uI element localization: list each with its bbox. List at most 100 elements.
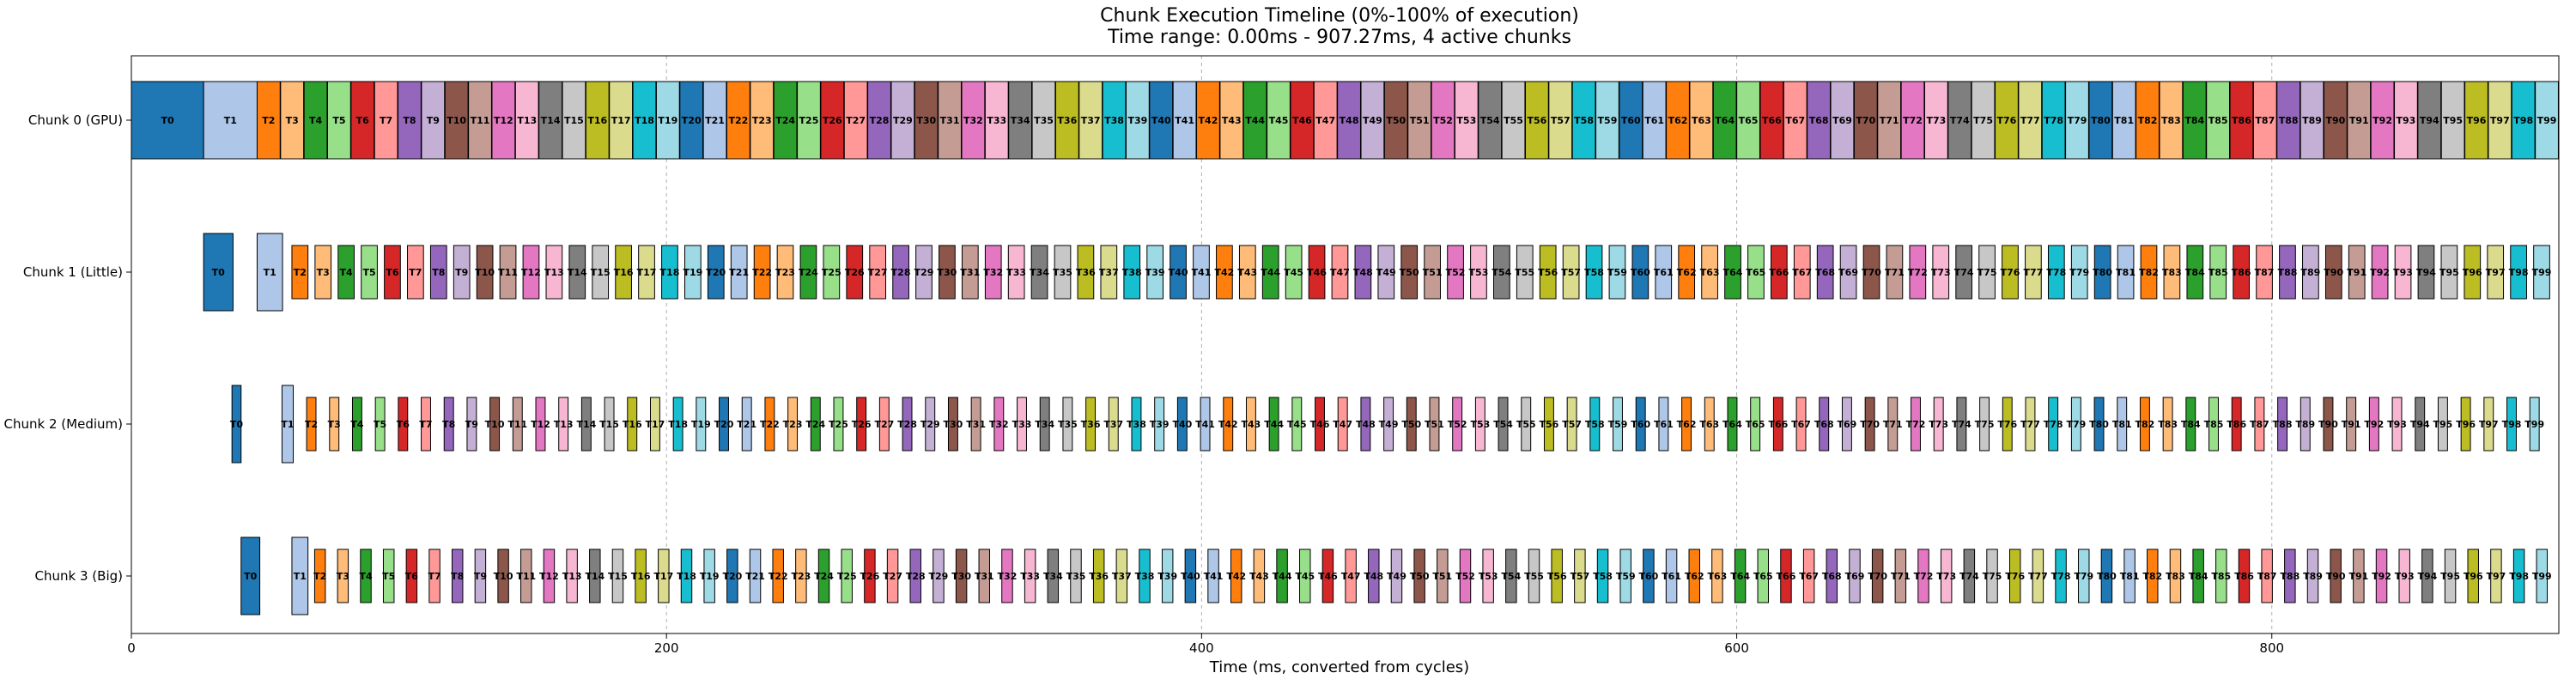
task-bar (1589, 397, 1601, 452)
task-label: T66 (1768, 419, 1788, 430)
task-bar (661, 245, 678, 300)
task-bar (314, 245, 332, 300)
task-label: T73 (1929, 419, 1948, 430)
task-bar (2008, 549, 2021, 603)
task-bar (1678, 245, 1696, 300)
task-bar (947, 397, 958, 452)
task-label: T55 (1516, 419, 1536, 430)
task-label: T46 (1292, 115, 1312, 126)
task-label: T69 (1838, 419, 1857, 430)
task-label: T31 (975, 571, 994, 582)
task-label: T40 (1151, 115, 1171, 126)
task-bar (1315, 397, 1325, 452)
task-label: T84 (2181, 419, 2201, 430)
task-bar (476, 245, 494, 300)
task-label: T38 (1127, 419, 1146, 430)
task-bar (543, 549, 556, 603)
task-bar (1772, 397, 1783, 452)
task-label: T77 (2024, 267, 2044, 278)
task-bar (993, 397, 1005, 452)
task-label: T27 (883, 571, 902, 582)
task-label: T2 (262, 115, 275, 126)
task-label: T71 (1891, 571, 1911, 582)
task-bar (1853, 81, 1878, 160)
task-label: T12 (494, 115, 513, 126)
task-bar (1955, 245, 1973, 300)
task-bar (489, 397, 501, 452)
task-bar (1062, 397, 1073, 452)
task-label: T6 (397, 419, 410, 430)
task-label: T23 (775, 267, 795, 278)
task-bar (984, 245, 1002, 300)
task-label: T20 (706, 267, 726, 278)
task-label: T30 (938, 267, 957, 278)
task-bar (730, 245, 748, 300)
task-label: T23 (791, 571, 811, 582)
task-label: T15 (608, 571, 628, 582)
task-label: T95 (2443, 115, 2463, 126)
task-label: T17 (653, 571, 673, 582)
task-label: T63 (1699, 419, 1719, 430)
task-label: T65 (1753, 571, 1773, 582)
task-label: T1 (224, 115, 237, 126)
task-label: T41 (1195, 419, 1215, 430)
task-label: T91 (2342, 419, 2361, 430)
task-bar (1459, 549, 1472, 603)
task-bar (1505, 549, 1517, 603)
task-label: T44 (1273, 571, 1292, 582)
task-bar (1849, 549, 1861, 603)
task-bar (1407, 81, 1432, 160)
task-bar (1643, 549, 1655, 603)
task-label: T87 (2255, 115, 2275, 126)
task-bar (833, 397, 844, 452)
task-label: T82 (2136, 419, 2155, 430)
task-bar (2394, 81, 2418, 160)
task-label: T5 (362, 267, 375, 278)
task-bar (1780, 549, 1792, 603)
task-label: T72 (1903, 115, 1923, 126)
task-label: T35 (1034, 115, 1054, 126)
task-bar (2440, 81, 2465, 160)
task-label: T7 (380, 115, 392, 126)
task-bar (820, 81, 845, 160)
task-label: T40 (1169, 267, 1188, 278)
task-bar (1613, 397, 1623, 452)
task-bar (1070, 549, 1082, 603)
task-bar (726, 549, 738, 603)
task-label: T55 (1515, 267, 1534, 278)
task-bar (2070, 245, 2088, 300)
task-label: T44 (1261, 267, 1280, 278)
task-label: T9 (427, 115, 440, 126)
task-bar (337, 245, 355, 300)
task-bar (1596, 549, 1609, 603)
task-bar (2483, 397, 2494, 452)
task-bar (1176, 397, 1188, 452)
task-label: T54 (1492, 267, 1511, 278)
task-bar (1452, 397, 1463, 452)
task-label: T65 (1739, 115, 1759, 126)
task-label: T9 (465, 419, 478, 430)
task-label: T63 (1692, 115, 1711, 126)
task-label: T61 (1654, 419, 1674, 430)
task-label: T79 (2074, 571, 2093, 582)
task-label: T26 (823, 115, 842, 126)
task-label: T11 (471, 115, 490, 126)
task-bar (1886, 245, 1904, 300)
task-label: T37 (1112, 571, 1132, 582)
task-label: T92 (2364, 419, 2384, 430)
task-label: T42 (1199, 115, 1218, 126)
task-label: T2 (313, 571, 326, 582)
task-bar (1470, 245, 1487, 300)
task-bar (281, 385, 295, 464)
task-label: T23 (783, 419, 803, 430)
task-bar (2421, 549, 2433, 603)
task-label: T22 (760, 419, 780, 430)
task-bar (707, 245, 725, 300)
task-label: T83 (2166, 571, 2185, 582)
task-bar (2467, 549, 2479, 603)
task-bar (1337, 397, 1348, 452)
task-label: T43 (1237, 267, 1257, 278)
task-label: T14 (541, 115, 561, 126)
task-label: T2 (294, 267, 307, 278)
task-label: T29 (914, 267, 934, 278)
